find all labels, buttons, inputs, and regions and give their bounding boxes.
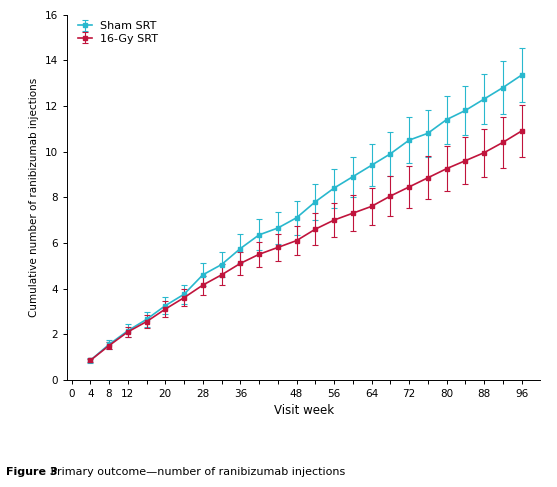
Y-axis label: Cumulative number of ranibizumab injections: Cumulative number of ranibizumab injecti… xyxy=(29,77,39,317)
Text: Primary outcome—number of ranibizumab injections: Primary outcome—number of ranibizumab in… xyxy=(47,467,345,477)
X-axis label: Visit week: Visit week xyxy=(273,404,334,417)
Text: Figure 3: Figure 3 xyxy=(6,467,57,477)
Legend: Sham SRT, 16-Gy SRT: Sham SRT, 16-Gy SRT xyxy=(77,20,159,45)
